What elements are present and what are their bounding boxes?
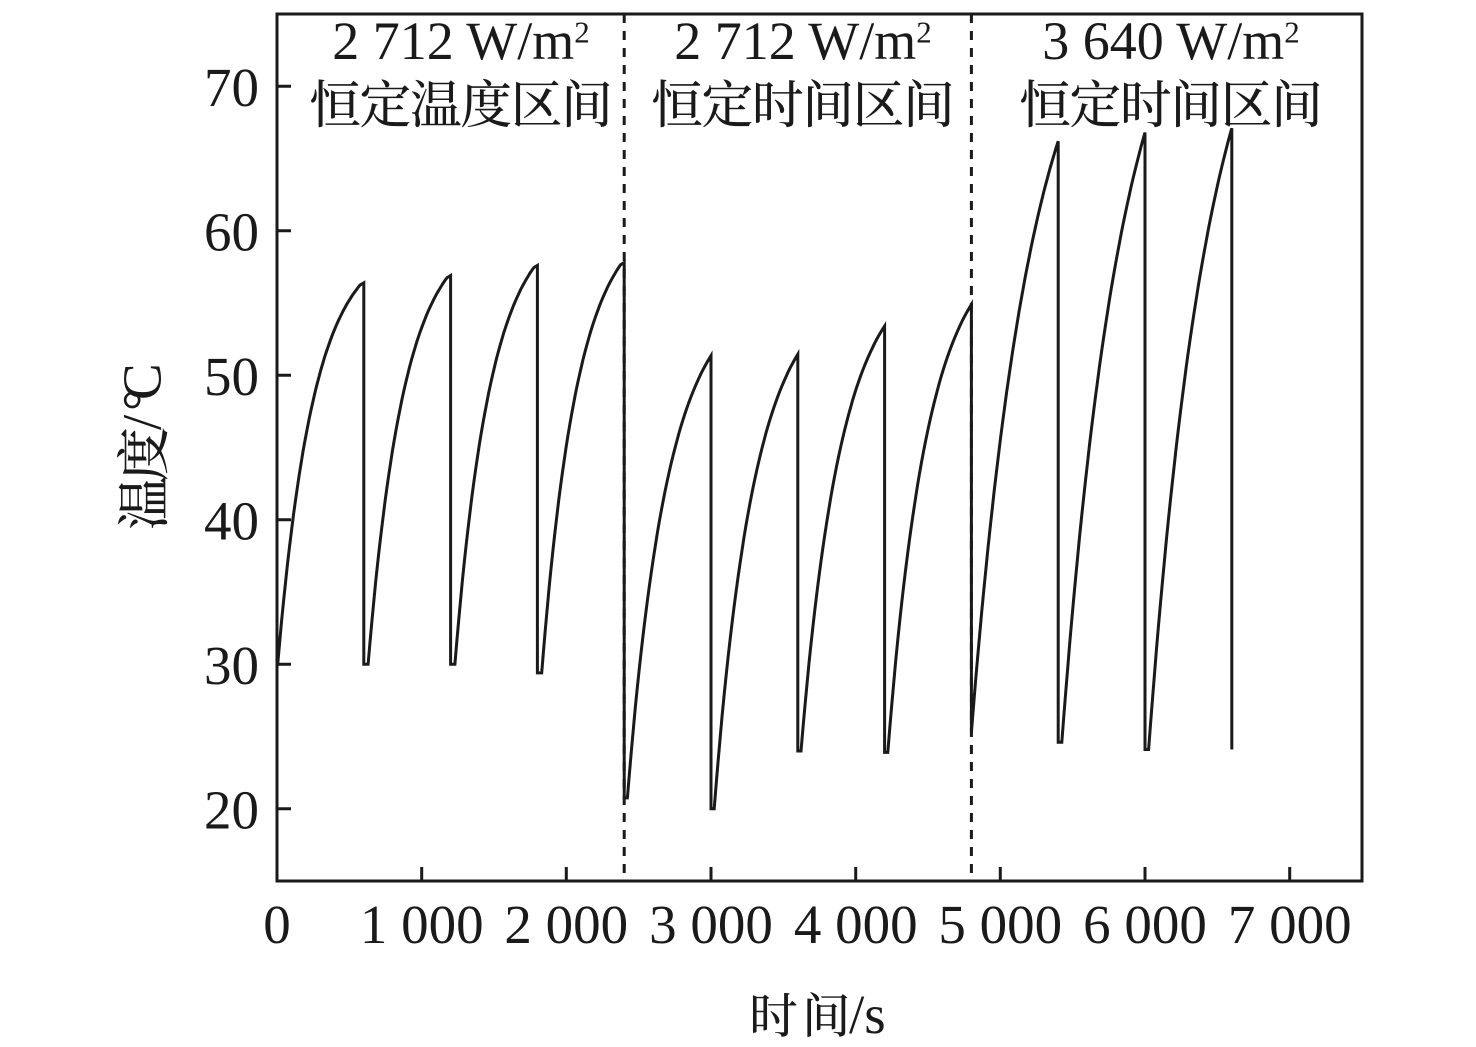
svg-text:40: 40 (204, 490, 259, 551)
svg-text:2 712 W/m2: 2 712 W/m2 (332, 11, 590, 71)
svg-text:50: 50 (204, 346, 259, 407)
svg-text:0: 0 (263, 894, 291, 955)
svg-text:60: 60 (204, 201, 259, 262)
svg-text:3 640 W/m2: 3 640 W/m2 (1042, 11, 1300, 71)
svg-text:4 000: 4 000 (794, 894, 918, 955)
svg-text:30: 30 (204, 635, 259, 696)
svg-text:/s: /s (849, 984, 886, 1045)
svg-text:70: 70 (204, 57, 259, 118)
svg-text:1 000: 1 000 (360, 894, 484, 955)
svg-text:2 712 W/m2: 2 712 W/m2 (674, 11, 932, 71)
svg-text:20: 20 (204, 779, 259, 840)
svg-text:7 000: 7 000 (1228, 894, 1352, 955)
svg-text:°: ° (112, 389, 173, 411)
svg-text:2 000: 2 000 (504, 894, 628, 955)
svg-text:6 000: 6 000 (1083, 894, 1207, 955)
svg-text:3 000: 3 000 (649, 894, 773, 955)
svg-text:C: C (112, 363, 173, 400)
svg-text:/: / (112, 414, 173, 430)
svg-text:5 000: 5 000 (938, 894, 1062, 955)
